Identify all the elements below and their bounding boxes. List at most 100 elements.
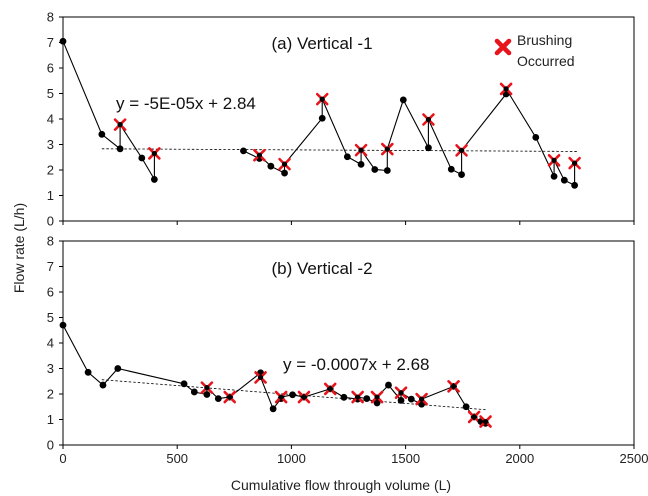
y-tick-label: 5: [47, 310, 54, 325]
data-point: [289, 391, 296, 399]
chart-panels: 0 1 2 3 4 5 6 7 8 (a) Vertical -1 y = -5E-05x + 2.…: [47, 10, 648, 467]
y-tick-label: 0: [47, 438, 54, 453]
y-tick-label: 0: [47, 214, 54, 229]
y-tick-label: 3: [47, 137, 54, 152]
data-point: [318, 114, 326, 122]
data-point: [551, 157, 557, 163]
data-point: [399, 96, 407, 104]
data-point: [180, 380, 188, 388]
data-point: [116, 145, 124, 153]
data-point: [256, 152, 263, 158]
x-tick-label: 1500: [391, 451, 420, 466]
data-point: [560, 176, 568, 184]
data-point: [371, 166, 379, 173]
x-tick-label: 500: [166, 451, 188, 466]
y-tick-label: 7: [47, 259, 54, 274]
x-axis-title: Cumulative flow through volume (L): [231, 477, 451, 493]
data-point: [358, 147, 364, 153]
data-point: [240, 147, 247, 155]
y-tick-label: 1: [47, 412, 54, 427]
chart-panel-b: 0 1 2 3 4 5 6 7 8 0 500 1000 1500 2000 2500 (b) Vertica…: [47, 234, 648, 467]
data-point: [407, 395, 415, 403]
data-point: [503, 86, 509, 92]
y-tick-label: 1: [47, 188, 54, 203]
x-tick-label: 1000: [277, 451, 306, 466]
data-point: [571, 181, 579, 189]
y-tick-label: 6: [47, 61, 54, 76]
data-point: [355, 394, 361, 400]
data-point: [138, 154, 146, 162]
data-point: [418, 396, 425, 402]
data-point: [59, 37, 67, 45]
y-tick-label: 8: [47, 10, 54, 25]
panel-title: (b) Vertical -2: [271, 259, 372, 278]
data-point: [384, 146, 390, 152]
data-point: [447, 165, 455, 173]
data-point: [397, 396, 405, 404]
y-tick-label: 4: [47, 336, 54, 351]
data-point: [190, 388, 198, 396]
data-point: [398, 390, 404, 396]
data-point: [458, 171, 465, 178]
data-point: [450, 383, 457, 389]
trendline-equation: y = -5E-05x + 2.84: [116, 94, 256, 113]
data-point: [462, 403, 470, 411]
data-point: [340, 393, 348, 401]
data-point: [425, 116, 432, 123]
legend-label: Occurred: [517, 53, 575, 69]
y-axis-title: Flow rate (L/h): [11, 203, 27, 293]
y-tick-label: 3: [47, 361, 54, 376]
legend-brush-marker: [494, 38, 512, 56]
data-point: [204, 385, 210, 391]
x-tick-label: 2500: [620, 451, 648, 466]
data-point: [278, 394, 284, 400]
data-point: [257, 374, 264, 381]
data-point: [84, 368, 92, 376]
chart-panel-a: 0 1 2 3 4 5 6 7 8 (a) Vertical -1 y = -5E-05x + 2.…: [47, 10, 635, 229]
data-point: [319, 96, 325, 102]
data-point: [425, 144, 432, 152]
data-point: [532, 133, 540, 141]
data-point: [363, 395, 371, 402]
y-tick-label: 5: [47, 86, 54, 101]
data-point: [458, 147, 465, 153]
data-point: [301, 394, 307, 400]
data-point: [471, 414, 477, 420]
data-point: [267, 162, 275, 170]
series-line: [243, 86, 576, 187]
x-tick-label: 2000: [505, 451, 534, 466]
data-point: [374, 394, 380, 400]
data-point: [281, 161, 288, 167]
y-tick-label: 7: [47, 35, 54, 50]
data-point: [203, 391, 211, 398]
data-point: [383, 167, 391, 174]
trendline-equation: y = -0.0007x + 2.68: [283, 355, 430, 374]
data-point: [357, 160, 365, 168]
data-point: [373, 399, 381, 407]
y-tick-label: 2: [47, 163, 54, 178]
data-point: [114, 365, 122, 372]
data-point: [482, 418, 489, 425]
data-point: [327, 386, 333, 392]
x-tick-label: 0: [59, 451, 66, 466]
data-point: [281, 169, 288, 177]
data-point: [150, 176, 158, 183]
y-tick-label: 2: [47, 387, 54, 402]
y-tick-label: 6: [47, 285, 54, 300]
data-point: [214, 395, 222, 402]
brush-cross-stroke: [494, 38, 512, 56]
data-point: [227, 394, 233, 400]
data-point: [572, 160, 578, 166]
trendline: [101, 148, 577, 152]
data-point: [117, 122, 123, 128]
data-point: [151, 150, 157, 157]
data-point: [269, 405, 277, 413]
legend-label: Brushing: [517, 32, 572, 48]
data-point: [99, 381, 107, 389]
data-point: [59, 321, 67, 329]
panel-title: (a) Vertical -1: [271, 34, 372, 53]
y-tick-label: 4: [47, 112, 54, 127]
data-point: [343, 153, 351, 161]
legend: Brushing Occurred: [494, 32, 575, 69]
